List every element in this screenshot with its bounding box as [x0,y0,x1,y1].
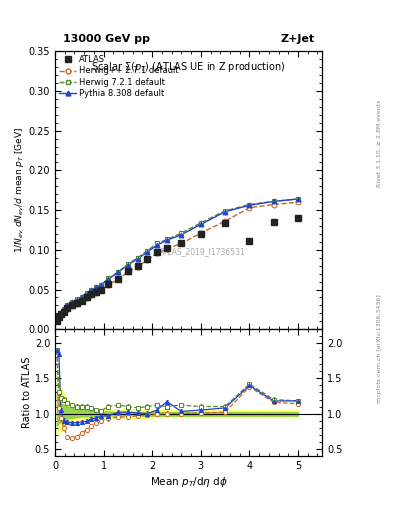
Text: Scalar $\Sigma(p_T)$ (ATLAS UE in Z production): Scalar $\Sigma(p_T)$ (ATLAS UE in Z prod… [92,59,286,74]
Text: ATLAS_2019_I1736531: ATLAS_2019_I1736531 [159,247,245,256]
Text: 13000 GeV pp: 13000 GeV pp [63,33,150,44]
Text: Z+Jet: Z+Jet [280,33,314,44]
Legend: ATLAS, Herwig++ 2.7.1 default, Herwig 7.2.1 default, Pythia 8.308 default: ATLAS, Herwig++ 2.7.1 default, Herwig 7.… [57,54,180,99]
Text: Rivet 3.1.10, ≥ 2.8M events: Rivet 3.1.10, ≥ 2.8M events [377,100,382,187]
Text: mcplots.cern.ch [arXiv:1306.3436]: mcplots.cern.ch [arXiv:1306.3436] [377,294,382,402]
Y-axis label: $1/N_{ev}\ dN_{ev}/d\ \mathrm{mean}\ p_T\ [\mathrm{GeV}]$: $1/N_{ev}\ dN_{ev}/d\ \mathrm{mean}\ p_T… [13,127,26,253]
X-axis label: Mean $p_T$/d$\eta$ d$\phi$: Mean $p_T$/d$\eta$ d$\phi$ [150,475,228,489]
Y-axis label: Ratio to ATLAS: Ratio to ATLAS [22,357,32,428]
